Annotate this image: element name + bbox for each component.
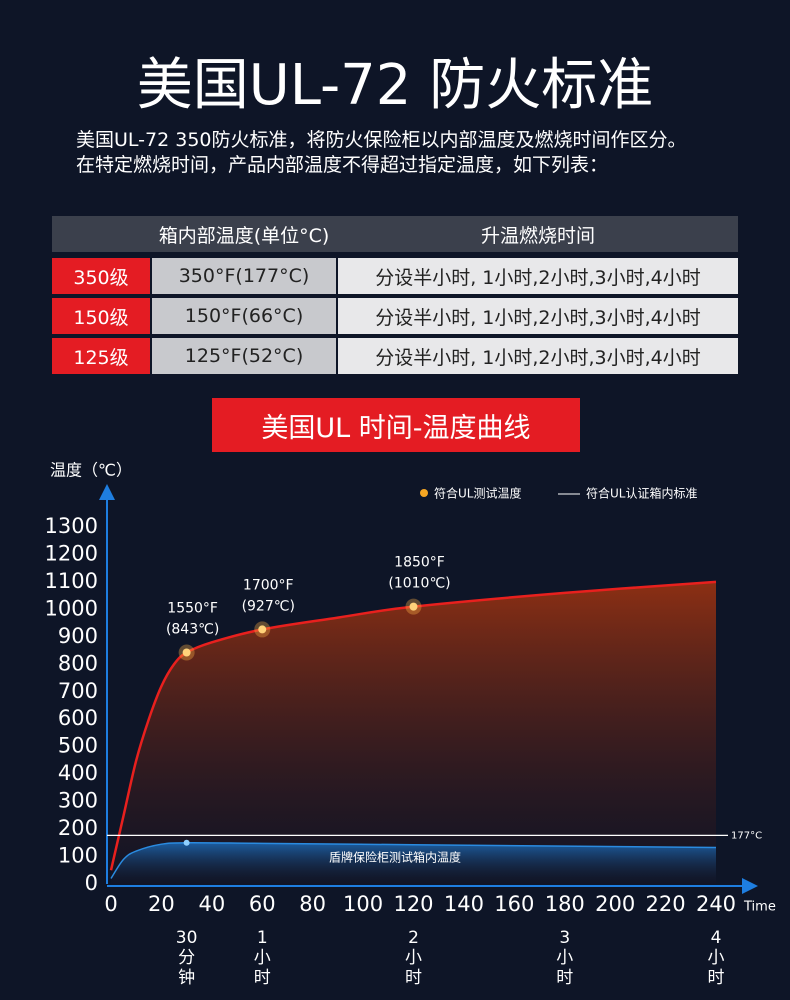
x-tick-label: 200 bbox=[595, 892, 635, 916]
x-axis-arrow bbox=[742, 878, 758, 894]
chart-title: 美国UL 时间-温度曲线 bbox=[212, 398, 580, 452]
y-tick-label: 600 bbox=[58, 706, 98, 730]
grade-cell: 150级 bbox=[52, 298, 150, 334]
annotation-label: (927℃) bbox=[242, 598, 295, 614]
time-cell: 分设半小时, 1小时,2小时,3小时,4小时 bbox=[338, 298, 738, 334]
time-label: 钟 bbox=[178, 968, 195, 988]
time-label: 小 bbox=[708, 948, 725, 968]
subtitle: 美国UL-72 350防火标准，将防火保险柜以内部温度及燃烧时间作区分。 bbox=[76, 129, 687, 151]
temp-cell: 150°F(66°C) bbox=[152, 298, 336, 334]
annotation-label: 1700°F bbox=[243, 577, 294, 593]
x-tick-label: 80 bbox=[299, 892, 326, 916]
legend-label: 符合UL测试温度 bbox=[434, 486, 521, 501]
line bbox=[110, 842, 717, 879]
point bbox=[183, 839, 190, 846]
y-tick-label: 400 bbox=[58, 761, 98, 785]
x-tick-label: 180 bbox=[545, 892, 585, 916]
annotation-label: (1010℃) bbox=[388, 576, 450, 592]
x-tick-label: 220 bbox=[646, 892, 686, 916]
area bbox=[111, 842, 716, 884]
annotation-label: (843℃) bbox=[166, 621, 219, 637]
annotation-point bbox=[258, 625, 267, 634]
time-cell: 分设半小时, 1小时,2小时,3小时,4小时 bbox=[338, 258, 738, 294]
x-tick-label: 160 bbox=[494, 892, 534, 916]
y-tick-label: 1100 bbox=[45, 569, 98, 593]
y-tick-label: 800 bbox=[58, 651, 98, 675]
time-label: 1 bbox=[257, 928, 268, 948]
legend-marker bbox=[420, 489, 428, 497]
time-label: 小 bbox=[405, 948, 422, 968]
y-tick-label: 200 bbox=[58, 816, 98, 840]
y-axis-label: 温度（℃） bbox=[50, 461, 132, 480]
x-tick-label: 140 bbox=[444, 892, 484, 916]
table-header-cell: 升温燃烧时间 bbox=[480, 224, 595, 247]
annotation-label: 1850°F bbox=[394, 555, 445, 571]
y-tick-label: 900 bbox=[58, 624, 98, 648]
y-tick-label: 1000 bbox=[45, 596, 98, 620]
subtitle: 在特定燃烧时间，产品内部温度不得超过指定温度，如下列表： bbox=[76, 154, 609, 176]
annotation-label: 1550°F bbox=[167, 600, 218, 616]
time-label: 时 bbox=[254, 968, 271, 988]
y-tick-label: 0 bbox=[85, 871, 98, 895]
y-tick-label: 700 bbox=[58, 679, 98, 703]
y-tick-label: 1200 bbox=[45, 541, 98, 565]
x-tick-label: 120 bbox=[393, 892, 433, 916]
table-header-cell: 箱内部温度(单位°C) bbox=[158, 224, 330, 247]
temp-cell: 125°F(52°C) bbox=[152, 338, 336, 374]
x-tick-label: 100 bbox=[343, 892, 383, 916]
annotation-point bbox=[182, 648, 191, 657]
temp-cell: 350°F(177°C) bbox=[152, 258, 336, 294]
time-label: 时 bbox=[405, 968, 422, 988]
time-label: 时 bbox=[556, 968, 573, 988]
x-tick-label: 240 bbox=[696, 892, 736, 916]
y-axis-arrow bbox=[99, 484, 115, 500]
legend-label: 符合UL认证箱内标准 bbox=[586, 486, 697, 501]
grade-cell: 350级 bbox=[52, 258, 150, 294]
y-tick-label: 100 bbox=[58, 844, 98, 868]
time-cell: 分设半小时, 1小时,2小时,3小时,4小时 bbox=[338, 338, 738, 374]
y-tick-label: 500 bbox=[58, 734, 98, 758]
limit-label: 177°C bbox=[731, 830, 762, 841]
annotation-point bbox=[409, 602, 418, 611]
title: 美国UL-72 防火标准 bbox=[136, 53, 654, 118]
line bbox=[109, 580, 717, 871]
x-tick-label: 60 bbox=[249, 892, 276, 916]
x-tick-label: 40 bbox=[198, 892, 225, 916]
time-label: 小 bbox=[556, 948, 573, 968]
time-label: 分 bbox=[178, 948, 195, 968]
grade-cell: 125级 bbox=[52, 338, 150, 374]
time-label: 时 bbox=[708, 968, 725, 988]
time-label: 小 bbox=[254, 948, 271, 968]
y-tick-label: 300 bbox=[58, 789, 98, 813]
series-label: 盾牌保险柜测试箱内温度 bbox=[329, 850, 461, 865]
y-tick-label: 1300 bbox=[45, 514, 98, 538]
time-label: 3 bbox=[559, 928, 570, 948]
x-tick-label: 20 bbox=[148, 892, 175, 916]
x-tick-label: 0 bbox=[104, 892, 117, 916]
time-label: 30 bbox=[176, 928, 198, 948]
x-axis-label: Time bbox=[743, 900, 776, 915]
table-header bbox=[52, 216, 738, 252]
area bbox=[111, 581, 716, 884]
time-label: 4 bbox=[711, 928, 722, 948]
time-label: 2 bbox=[408, 928, 419, 948]
